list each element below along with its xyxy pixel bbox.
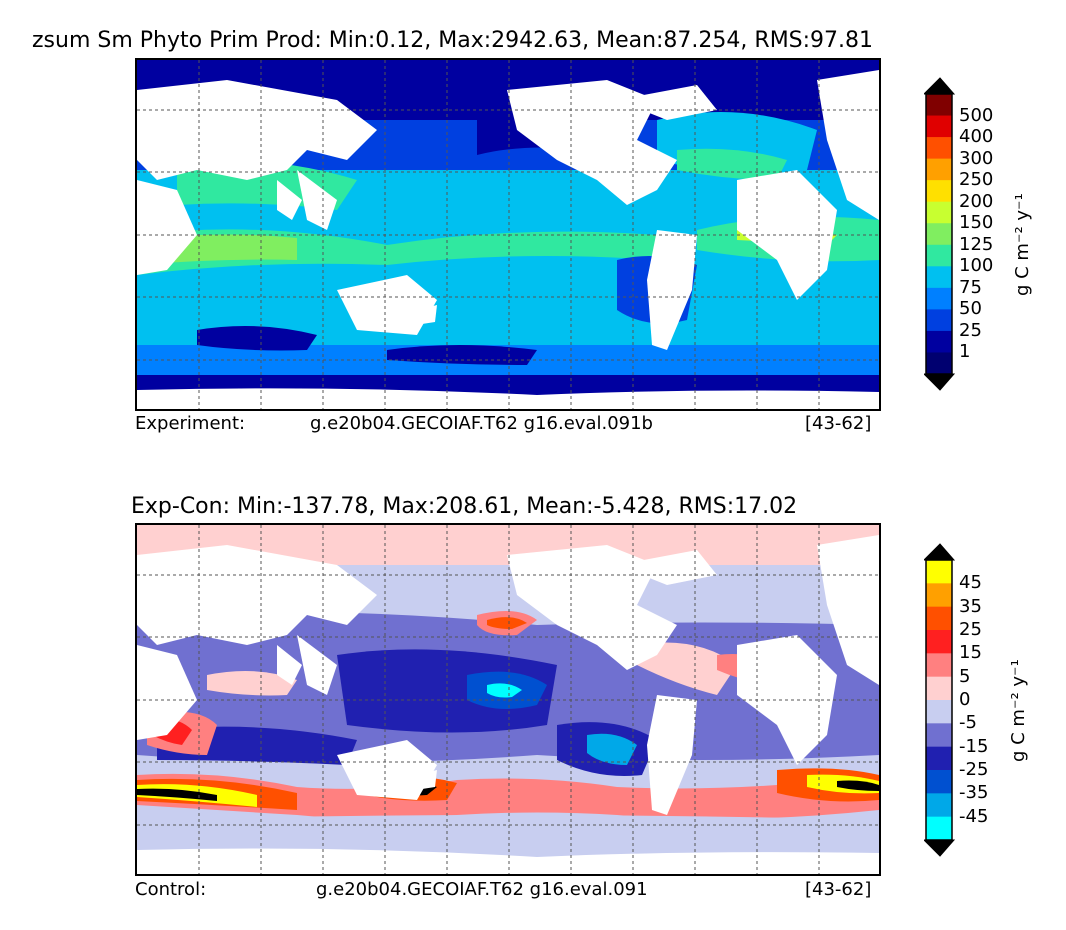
panel-2-colorbar — [924, 543, 956, 857]
colorbar-band — [926, 287, 952, 310]
colorbar-tick-label: 125 — [959, 233, 994, 255]
colorbar-band — [926, 158, 952, 181]
panel-1-title: zsum Sm Phyto Prim Prod: Min:0.12, Max:2… — [32, 28, 874, 53]
colorbar-band — [926, 700, 952, 724]
panel-2-map — [135, 523, 881, 876]
colorbar-band — [926, 244, 952, 267]
colorbar-tick-label: -25 — [959, 759, 989, 780]
colorbar-band — [926, 630, 952, 654]
colorbar-band — [926, 770, 952, 794]
colorbar-tick-label: 500 — [959, 104, 994, 126]
panel-1-footer-case: g.e20b04.GECOIAF.T62 g16.eval.091b — [310, 413, 653, 434]
colorbar-band — [926, 606, 952, 631]
colorbar-tick-label: 35 — [959, 595, 982, 617]
colorbar-band — [926, 223, 952, 246]
panel-1-map — [135, 58, 881, 411]
colorbar-tick-label: 150 — [959, 212, 994, 234]
colorbar-tick-label: 25 — [959, 319, 982, 341]
colorbar-tick-label: 45 — [959, 572, 982, 594]
colorbar-band — [926, 793, 952, 818]
colorbar-tick-label: 250 — [959, 169, 994, 191]
colorbar-band — [926, 560, 952, 584]
colorbar-band — [926, 676, 952, 701]
colorbar-band — [926, 115, 952, 138]
colorbar-tick-label: 1 — [959, 341, 971, 363]
colorbar-tick-label: 5 — [959, 665, 971, 687]
colorbar-band — [926, 137, 952, 160]
colorbar-tick-label: 300 — [959, 147, 994, 169]
colorbar-tick-label: 25 — [959, 619, 982, 640]
colorbar-tick-label: 100 — [959, 255, 994, 277]
colorbar-band — [926, 309, 952, 332]
colorbar-band — [926, 583, 952, 608]
colorbar-tick-label: 15 — [959, 642, 982, 664]
colorbar-band — [926, 180, 952, 203]
panel-2-colorbar-unit: g C m⁻² y⁻¹ — [1008, 659, 1029, 762]
colorbar-tick-label: 75 — [959, 276, 982, 298]
colorbar-tick-label: -5 — [959, 712, 977, 734]
panel-1-footer-years: [43-62] — [805, 413, 872, 434]
colorbar-tick-label: 50 — [959, 298, 982, 320]
colorbar-tick-label: -45 — [959, 805, 989, 827]
colorbar-band — [926, 94, 952, 117]
colorbar-tick-label: 400 — [959, 126, 994, 148]
colorbar-band — [926, 330, 952, 353]
colorbar-band — [926, 266, 952, 289]
colorbar-band — [926, 653, 952, 678]
panel-2-footer-years: [43-62] — [805, 879, 872, 900]
panel-2-footer-case: g.e20b04.GECOIAF.T62 g16.eval.091 — [316, 879, 648, 900]
colorbar-band — [926, 816, 952, 841]
colorbar-tick-label: -35 — [959, 782, 989, 804]
panel-1-colorbar-unit: g C m⁻² y⁻¹ — [1012, 193, 1033, 296]
panel-2-footer-label: Control: — [135, 879, 207, 900]
colorbar-tick-label: 200 — [959, 190, 994, 212]
colorbar-band — [926, 201, 952, 224]
colorbar-band — [926, 352, 952, 375]
colorbar-tick-label: 0 — [959, 689, 971, 710]
colorbar-tick-label: -15 — [959, 735, 989, 757]
panel-1-colorbar — [924, 77, 956, 391]
panel-1-footer-label: Experiment: — [135, 413, 246, 434]
panel-2-title: Exp-Con: Min:-137.78, Max:208.61, Mean:-… — [131, 494, 798, 519]
colorbar-band — [926, 746, 952, 771]
colorbar-band — [926, 723, 952, 748]
